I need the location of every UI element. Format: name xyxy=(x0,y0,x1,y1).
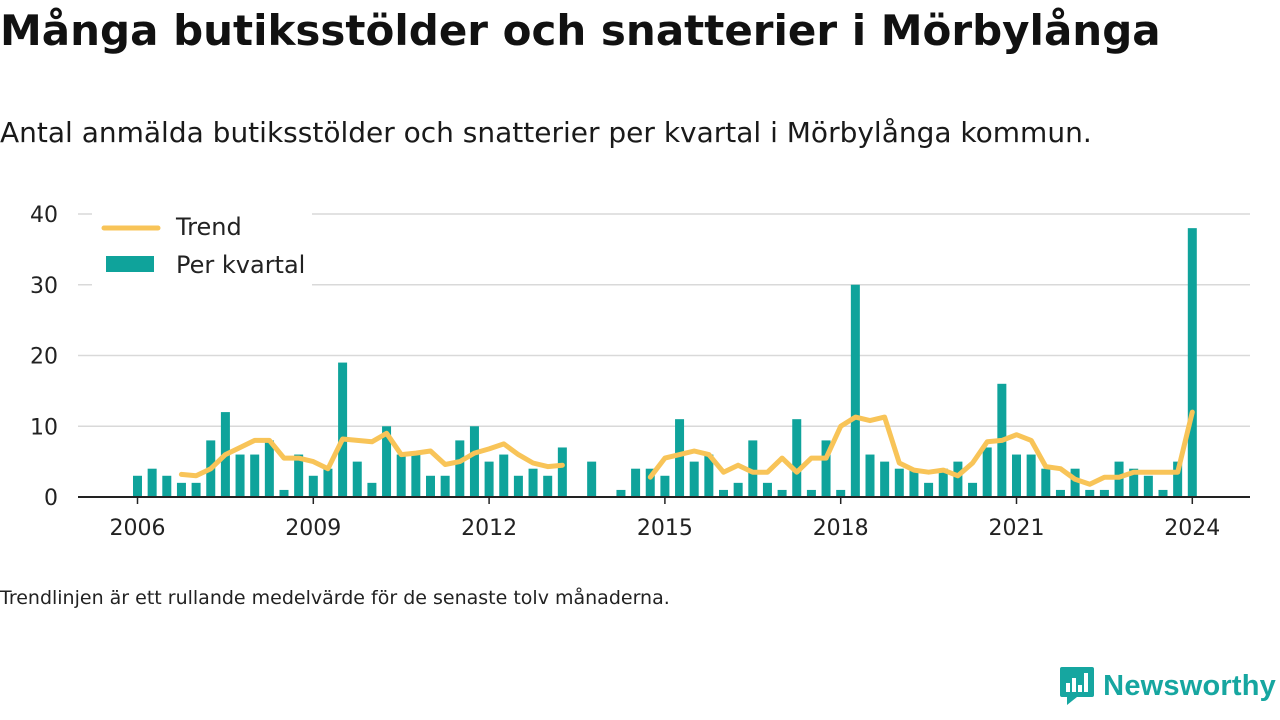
trend-line xyxy=(647,409,1195,487)
legend-trend-label: Trend xyxy=(175,213,242,241)
bar xyxy=(645,468,655,497)
bar xyxy=(982,447,992,497)
bar xyxy=(806,489,816,497)
bar xyxy=(411,454,421,497)
bar xyxy=(162,475,172,497)
y-axis-tick-labels: 0 10 20 30 40 xyxy=(30,203,58,511)
newsworthy-chart-bubble-icon xyxy=(1060,667,1095,705)
bar xyxy=(1158,489,1168,497)
bar xyxy=(894,468,904,497)
bar xyxy=(191,482,201,497)
bar xyxy=(469,426,479,497)
bar xyxy=(279,489,289,497)
legend-bar-label: Per kvartal xyxy=(176,251,305,279)
bar xyxy=(308,475,318,497)
trend-line xyxy=(178,430,565,479)
bar xyxy=(1085,489,1095,497)
x-tick-label: 2009 xyxy=(285,516,341,541)
bar xyxy=(821,440,831,497)
bar xyxy=(176,482,186,497)
bar xyxy=(792,419,802,497)
y-tick-label: 10 xyxy=(30,415,58,440)
bar xyxy=(513,475,523,497)
bar xyxy=(924,482,934,497)
bar xyxy=(689,461,699,497)
bar xyxy=(938,468,948,497)
chart-title: Många butiksstölder och snatterier i Mör… xyxy=(0,6,1161,55)
bar xyxy=(396,454,406,497)
bar xyxy=(557,447,567,497)
bar xyxy=(352,461,362,497)
bar xyxy=(865,454,875,497)
bar xyxy=(836,489,846,497)
footnote: Trendlinjen är ett rullande medelvärde f… xyxy=(0,587,670,609)
bar xyxy=(1129,468,1139,497)
bar xyxy=(426,475,435,497)
legend-background xyxy=(92,208,312,288)
x-tick-label: 2024 xyxy=(1164,516,1220,541)
bar xyxy=(1099,489,1109,497)
bar xyxy=(147,468,157,497)
bar xyxy=(323,468,333,497)
bar xyxy=(543,475,553,497)
bar xyxy=(455,440,465,497)
bar xyxy=(631,468,641,497)
bar xyxy=(1055,489,1065,497)
bar xyxy=(733,482,743,497)
bar xyxy=(528,468,538,497)
newsworthy-logo-text: Newsworthy xyxy=(1103,669,1276,702)
x-tick-label: 2015 xyxy=(637,516,693,541)
bar xyxy=(440,475,450,497)
bar xyxy=(382,426,392,497)
newsworthy-logo: Newsworthy xyxy=(1059,666,1276,706)
chart-area: 0 10 20 30 40 2006 2009 2012 2015 2018 2021 2024 T… xyxy=(30,203,1250,541)
legend: Trend Per kvartal xyxy=(92,208,312,288)
legend-bar-swatch xyxy=(106,256,154,272)
bar xyxy=(1041,468,1051,497)
bar xyxy=(1143,475,1153,497)
bar xyxy=(748,440,758,497)
bar xyxy=(675,419,685,497)
x-axis-ticks: 2006 2009 2012 2015 2018 2021 2024 xyxy=(110,497,1220,541)
x-tick-label: 2021 xyxy=(989,516,1045,541)
y-tick-label: 0 xyxy=(44,486,58,511)
bar xyxy=(1026,454,1036,497)
trend-series xyxy=(178,409,1195,487)
bar xyxy=(499,454,509,497)
bar xyxy=(133,475,142,497)
y-tick-label: 20 xyxy=(30,345,58,370)
bar xyxy=(909,468,919,497)
x-tick-label: 2018 xyxy=(813,516,869,541)
bar xyxy=(704,454,714,497)
bar xyxy=(953,461,963,497)
bar xyxy=(587,461,597,497)
bar xyxy=(616,489,626,497)
bar xyxy=(250,454,260,497)
bar xyxy=(484,461,494,497)
bar xyxy=(968,482,978,497)
bar xyxy=(367,482,377,497)
bar xyxy=(880,461,890,497)
bar xyxy=(777,489,787,497)
bar xyxy=(235,454,245,497)
x-tick-label: 2006 xyxy=(110,516,166,541)
bar xyxy=(850,284,860,497)
bar xyxy=(1012,454,1021,497)
y-tick-label: 40 xyxy=(30,203,58,228)
x-tick-label: 2012 xyxy=(461,516,517,541)
bar xyxy=(762,482,772,497)
chart-subtitle: Antal anmälda butiksstölder och snatteri… xyxy=(0,116,1092,149)
bar xyxy=(1187,228,1197,497)
bar xyxy=(294,454,304,497)
bar xyxy=(338,362,348,497)
y-tick-label: 30 xyxy=(30,274,58,299)
bar xyxy=(1173,461,1183,497)
bar xyxy=(264,440,274,497)
bar xyxy=(660,475,670,497)
bar xyxy=(719,489,728,497)
bar xyxy=(1070,468,1080,497)
